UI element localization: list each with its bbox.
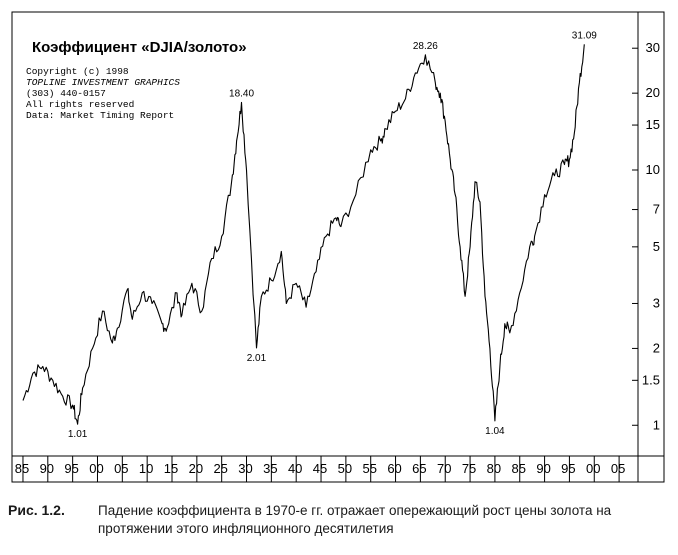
- x-tick-label-19: 80: [487, 461, 501, 476]
- chart-title: Коэффициент «DJIA/золото»: [32, 39, 247, 56]
- caption-label: Рис. 1.2.: [8, 502, 65, 518]
- y-tick-label-4: 5: [653, 239, 660, 254]
- y-axis-ticks: 1 1.5 2 3 5 7 10 15 20 30: [632, 40, 660, 432]
- series-line-djia-gold-ratio: [22, 44, 585, 425]
- chart-frame: Коэффициент «DJIA/золото» Copyright (c) …: [8, 8, 670, 488]
- x-tick-label-18: 75: [462, 461, 476, 476]
- x-tick-label-20: 85: [512, 461, 526, 476]
- note-line-1: Copyright (c) 1998: [26, 66, 129, 77]
- y-tick-label-1: 1.5: [642, 372, 660, 387]
- x-tick-label-21: 90: [536, 461, 550, 476]
- x-tick-label-16: 65: [412, 461, 426, 476]
- peak-annotations: 1.01 18.40 2.01 28.26 1.04 31.09: [68, 30, 597, 440]
- x-tick-label-3: 00: [89, 461, 103, 476]
- y-tick-label-6: 10: [646, 162, 660, 177]
- note-line-3: (303) 440-0157: [26, 88, 106, 99]
- x-tick-label-8: 25: [213, 461, 227, 476]
- note-line-5: Data: Market Timing Report: [26, 110, 174, 121]
- y-tick-label-9: 30: [646, 40, 660, 55]
- x-tick-label-9: 30: [238, 461, 252, 476]
- note-line-2: TOPLINE INVESTMENT GRAPHICS: [26, 77, 180, 88]
- x-axis-ticks: 85 90 95 00 05 10 15 20 25 30 35 40 45 50 55 60 65 70 75 80…: [15, 456, 625, 482]
- x-tick-label-7: 20: [189, 461, 203, 476]
- x-tick-label-5: 10: [139, 461, 153, 476]
- x-tick-label-2: 95: [64, 461, 78, 476]
- y-tick-label-0: 1: [653, 417, 660, 432]
- x-tick-label-11: 40: [288, 461, 302, 476]
- y-tick-label-8: 20: [646, 85, 660, 100]
- y-tick-label-7: 15: [646, 117, 660, 132]
- annotation-label-5: 31.09: [572, 30, 597, 41]
- x-tick-label-24: 05: [611, 461, 625, 476]
- x-tick-label-23: 00: [586, 461, 600, 476]
- x-tick-label-15: 60: [387, 461, 401, 476]
- caption-text: Падение коэффициента в 1970-е гг. отража…: [98, 503, 612, 536]
- y-tick-label-5: 7: [653, 202, 660, 217]
- copyright-notes: Copyright (c) 1998 TOPLINE INVESTMENT GR…: [26, 66, 180, 121]
- plot-border: [11, 11, 665, 483]
- y-tick-label-2: 2: [653, 340, 660, 355]
- x-tick-label-6: 15: [164, 461, 178, 476]
- chart-svg: Коэффициент «DJIA/золото» Copyright (c) …: [11, 11, 665, 483]
- x-tick-label-17: 70: [437, 461, 451, 476]
- x-tick-label-0: 85: [15, 461, 29, 476]
- x-tick-label-10: 35: [263, 461, 277, 476]
- annotation-label-0: 1.01: [68, 429, 88, 440]
- x-tick-label-12: 45: [313, 461, 327, 476]
- note-line-4: All rights reserved: [26, 99, 134, 110]
- x-tick-label-4: 05: [114, 461, 128, 476]
- y-tick-label-3: 3: [653, 295, 660, 310]
- annotation-label-1: 18.40: [229, 88, 254, 99]
- x-tick-label-13: 50: [338, 461, 352, 476]
- annotation-label-4: 1.04: [485, 426, 505, 437]
- x-tick-label-1: 90: [40, 461, 54, 476]
- x-tick-label-14: 55: [362, 461, 376, 476]
- x-tick-label-22: 95: [561, 461, 575, 476]
- annotation-label-3: 28.26: [413, 41, 438, 52]
- figure-caption: Рис. 1.2. Падение коэффициента в 1970-е …: [8, 502, 670, 552]
- annotation-label-2: 2.01: [247, 353, 267, 364]
